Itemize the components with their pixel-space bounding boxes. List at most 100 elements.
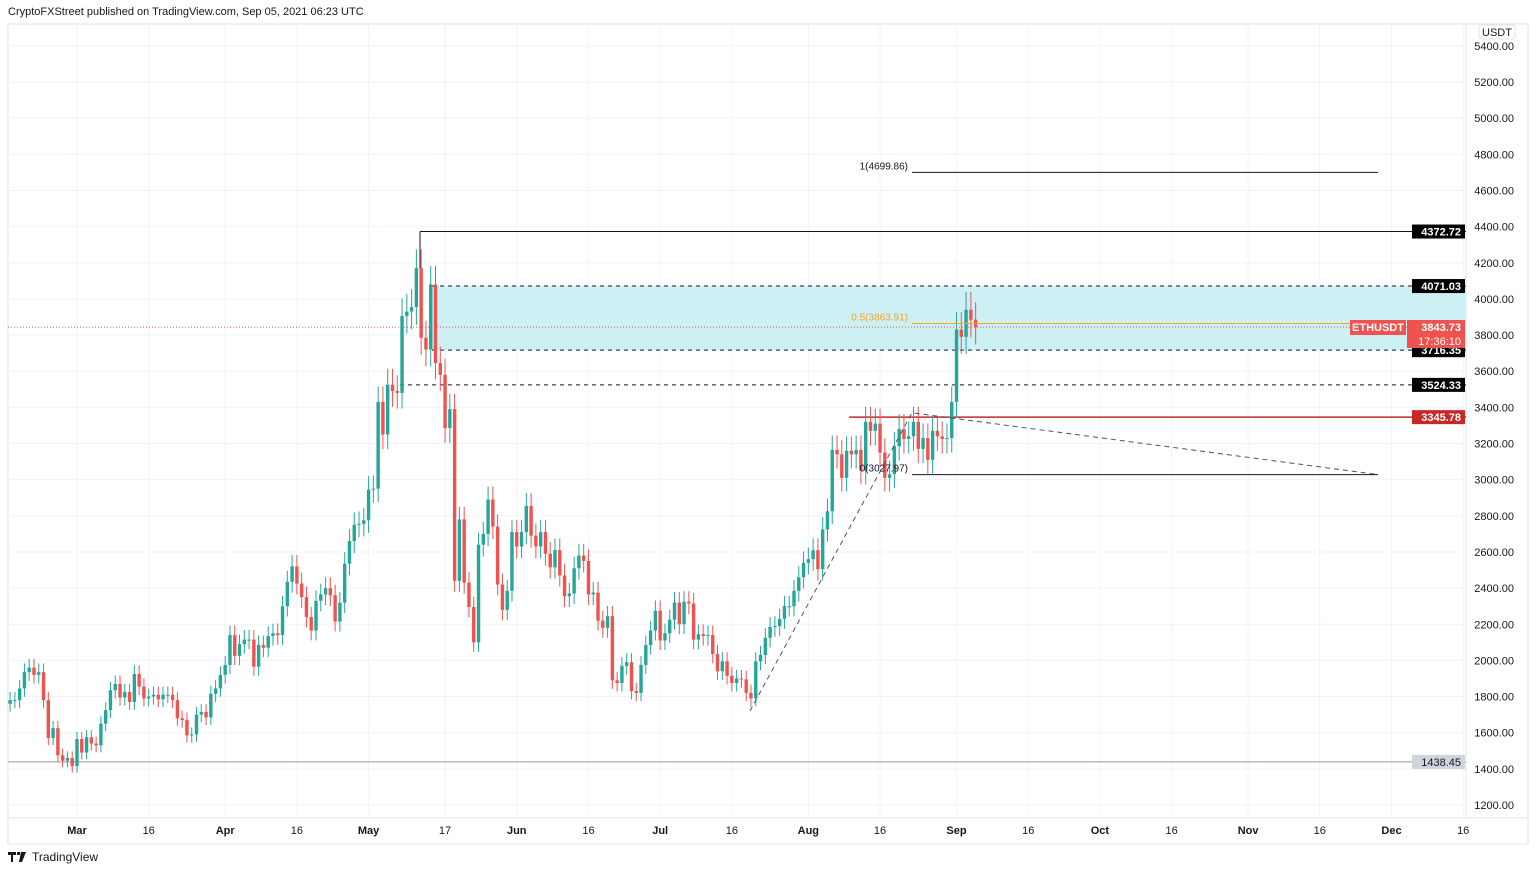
- candle-body: [644, 645, 648, 665]
- level-badge-label: 3524.33: [1421, 380, 1461, 392]
- candle-body: [505, 590, 509, 610]
- candle-body: [390, 384, 395, 392]
- candle-body: [601, 620, 605, 628]
- candle-body: [190, 734, 194, 736]
- candle-body: [849, 450, 854, 455]
- tradingview-branding[interactable]: TradingView: [8, 850, 98, 864]
- candle: [338, 592, 342, 632]
- price-tick-label: 4400.00: [1474, 222, 1514, 234]
- candle: [553, 538, 557, 579]
- candle: [190, 727, 194, 743]
- price-tick-label: 3200.00: [1474, 439, 1514, 451]
- time-axis[interactable]: Mar 16 Apr 16 May 17 Jun 16 Jul 16 Aug 16 Sep 16 Oct 16…: [67, 825, 1469, 837]
- fib-extension[interactable]: 1(4699.86) 0.5(3863.91) 0(3027.97): [851, 161, 1378, 476]
- price-tick-label: 5200.00: [1474, 77, 1514, 89]
- level-badge-label: 4071.03: [1421, 281, 1461, 293]
- level-badge-label: 4372.72: [1421, 227, 1461, 239]
- candle-body: [80, 739, 84, 753]
- candle: [433, 266, 438, 380]
- candle: [892, 431, 897, 488]
- candle: [725, 652, 729, 685]
- candle-body: [433, 284, 438, 364]
- candle: [170, 686, 175, 709]
- candle-body: [32, 667, 36, 675]
- candle-body: [916, 421, 920, 449]
- candle: [677, 592, 681, 635]
- candle: [711, 625, 715, 664]
- candle-body: [543, 532, 548, 554]
- candle-body: [27, 667, 31, 673]
- currency-label: USDT: [1482, 27, 1512, 39]
- level-badge-label: 3345.78: [1421, 412, 1461, 424]
- candle-body: [763, 637, 768, 655]
- candle-body: [276, 633, 280, 636]
- candle-body: [151, 694, 156, 697]
- candle: [777, 608, 782, 636]
- candle: [620, 656, 624, 692]
- candle: [32, 658, 36, 684]
- candle: [782, 595, 787, 629]
- candle: [319, 583, 323, 612]
- candle-body: [113, 683, 117, 691]
- candle-body: [65, 758, 70, 761]
- time-tick-label: 17: [439, 825, 451, 837]
- price-badges: 4372.72 4071.03 3716.35 3524.33 3345.78 1438.…: [1412, 224, 1465, 769]
- price-tick-label: 3000.00: [1474, 475, 1514, 487]
- time-tick-label: Jul: [652, 825, 668, 837]
- candle: [605, 605, 610, 638]
- candle: [687, 591, 691, 614]
- candle: [285, 570, 290, 617]
- candle: [175, 692, 180, 726]
- candle: [921, 423, 925, 464]
- candle-body: [295, 566, 299, 584]
- candle: [65, 751, 70, 768]
- candle: [94, 736, 98, 753]
- candle-body: [553, 550, 557, 568]
- candle: [634, 682, 638, 702]
- candle-body: [500, 584, 505, 610]
- candle: [567, 582, 572, 607]
- candle: [835, 435, 839, 469]
- candle: [314, 590, 318, 641]
- candle: [342, 552, 347, 614]
- candle-body: [529, 505, 533, 536]
- candle: [706, 625, 710, 646]
- candle: [505, 580, 509, 621]
- symbol-label: ETHUSDT: [1352, 322, 1404, 334]
- candle-body: [366, 489, 371, 521]
- fib-trend-line[interactable]: [749, 412, 1379, 712]
- candle: [558, 538, 562, 587]
- currency-button[interactable]: [1478, 24, 1516, 40]
- time-tick-label: 16: [1314, 825, 1326, 837]
- candle: [581, 543, 586, 573]
- candle: [386, 368, 390, 450]
- candle-body: [338, 602, 342, 622]
- candle: [840, 440, 844, 492]
- candle: [299, 572, 304, 608]
- candle-body: [8, 700, 12, 704]
- candle: [242, 630, 246, 654]
- candle-body: [720, 661, 724, 672]
- candle-body: [854, 449, 858, 455]
- candle-body: [610, 616, 615, 681]
- candle: [854, 435, 858, 469]
- candle: [261, 635, 266, 658]
- tradingview-logo-icon: [8, 852, 26, 862]
- candle: [228, 625, 232, 674]
- candle: [147, 688, 151, 707]
- candle: [500, 573, 505, 621]
- price-tick-label: 1200.00: [1474, 800, 1514, 812]
- gridlines: [8, 24, 1466, 818]
- candle-body: [352, 524, 356, 542]
- candle: [462, 506, 466, 594]
- candle: [868, 406, 873, 446]
- price-axis[interactable]: 5400.00 5200.00 5000.00 4800.00 4600.00 4400.…: [1474, 41, 1514, 812]
- candle: [768, 617, 772, 648]
- price-tick-label: 1400.00: [1474, 764, 1514, 776]
- candle: [247, 630, 251, 650]
- candle-body: [711, 635, 715, 655]
- candle: [806, 547, 811, 575]
- candle-body: [252, 639, 256, 667]
- candle-body: [13, 700, 17, 702]
